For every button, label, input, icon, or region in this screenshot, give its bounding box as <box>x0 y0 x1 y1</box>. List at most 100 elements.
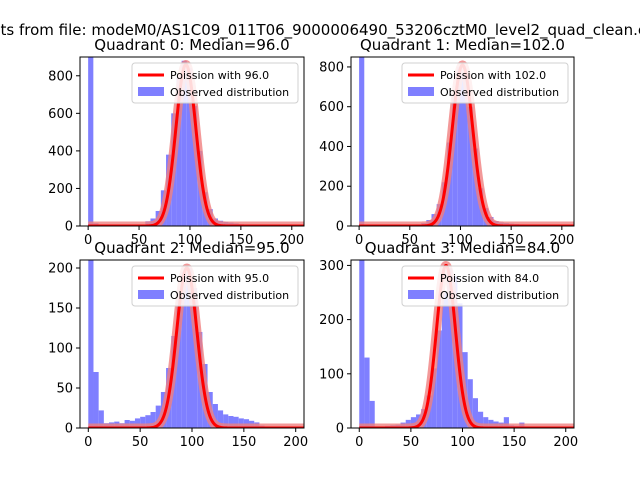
axes-frame <box>350 56 575 227</box>
legend-hist-swatch <box>408 290 434 299</box>
y-tick-label: 800 <box>48 69 73 84</box>
x-tick-label: 50 <box>132 435 149 450</box>
x-tick-label: 150 <box>228 233 253 248</box>
histogram-bar <box>441 292 448 428</box>
legend-hist-swatch <box>138 290 164 299</box>
y-tick-label: 200 <box>319 180 344 195</box>
histogram-bar <box>472 398 478 428</box>
histogram-bar <box>140 416 146 428</box>
legend-hist-swatch <box>138 87 164 96</box>
histogram-bar <box>483 417 489 428</box>
legend-box <box>401 62 569 104</box>
y-tick-label: 400 <box>319 140 344 155</box>
axes-frame <box>79 56 305 227</box>
legend-model-label: Poission with 84.0 <box>440 272 539 285</box>
histogram-bar <box>88 57 94 226</box>
histogram-bar <box>462 74 468 226</box>
histogram-bar <box>359 57 365 226</box>
histogram-bar <box>88 260 94 428</box>
histogram-bar <box>238 418 244 428</box>
legend-hist-label: Observed distribution <box>170 289 289 302</box>
legend: Poission with 84.0 Observed distribution <box>401 265 569 307</box>
x-tick-label: 0 <box>355 435 363 450</box>
model-curve-group <box>354 260 574 428</box>
legend: Poission with 95.0 Observed distribution <box>131 265 299 307</box>
histogram-bar <box>359 260 365 428</box>
histogram-bar <box>452 96 458 226</box>
histogram-bar <box>181 272 187 428</box>
histogram-bar <box>477 411 484 428</box>
x-tick-label: 50 <box>403 435 420 450</box>
model-curve <box>357 263 574 428</box>
histogram-bar <box>228 416 234 428</box>
histogram-bar <box>503 417 509 428</box>
chart-panel-1: 0 50 100 150 200 0 200 400 600 800 Poission with 1… <box>319 36 575 248</box>
histogram-bar <box>176 300 182 428</box>
histogram-bar <box>410 417 417 428</box>
histogram-bar <box>134 418 141 428</box>
legend-hist-swatch <box>408 87 434 96</box>
histogram-bar <box>155 405 161 428</box>
histogram-bar <box>364 357 370 428</box>
x-tick-label: 200 <box>549 233 574 248</box>
y-tick-label: 600 <box>48 107 73 122</box>
y-tick-label: 300 <box>319 259 344 274</box>
x-tick-label: 0 <box>355 233 363 248</box>
model-curve <box>86 266 304 428</box>
y-tick-label: 50 <box>56 382 73 397</box>
histogram-bar <box>233 416 239 428</box>
histogram-bar <box>436 330 442 428</box>
y-tick-label: 200 <box>48 262 73 277</box>
histogram-bar <box>447 268 453 428</box>
y-tick-label: 100 <box>48 342 73 357</box>
panel-title: Quadrant 1: Median=102.0 <box>360 36 565 54</box>
panel-title: Quadrant 3: Median=84.0 <box>365 239 560 257</box>
legend-box <box>131 265 299 307</box>
histogram-bar <box>176 77 182 226</box>
histogram-bar <box>93 372 99 428</box>
model-curve-group <box>83 60 304 226</box>
histogram-bar <box>186 68 192 226</box>
legend-model-label: Poission with 95.0 <box>170 272 269 285</box>
histogram-bar <box>150 412 156 428</box>
panel-title: Quadrant 0: Median=96.0 <box>94 36 289 54</box>
histogram-bar <box>186 268 192 428</box>
x-tick-label: 100 <box>448 233 473 248</box>
legend-model-label: Poission with 96.0 <box>170 69 269 82</box>
histogram-bar <box>212 404 218 428</box>
legend-box <box>401 265 569 307</box>
chart-panel-3: 0 50 100 150 200 0 100 200 300 Poission with 84.0… <box>319 239 578 450</box>
y-tick-label: 600 <box>319 100 344 115</box>
model-curve <box>86 63 304 226</box>
histogram-bar <box>98 410 104 428</box>
legend-hist-label: Observed distribution <box>440 86 559 99</box>
y-tick-label: 150 <box>48 302 73 317</box>
legend-box <box>131 62 299 104</box>
x-tick-label: 200 <box>279 233 304 248</box>
histogram-bar <box>457 66 463 226</box>
y-tick-label: 200 <box>319 313 344 328</box>
legend-model-label: Poission with 102.0 <box>440 69 546 82</box>
x-tick-label: 200 <box>283 435 308 450</box>
x-tick-label: 150 <box>231 435 256 450</box>
histogram-bar <box>369 400 375 428</box>
x-tick-label: 100 <box>178 233 203 248</box>
figure-title: Plots from file: modeM0/AS1C09_011T06_90… <box>0 21 640 40</box>
y-tick-label: 0 <box>336 220 344 235</box>
x-tick-label: 150 <box>502 435 527 450</box>
legend-hist-label: Observed distribution <box>440 289 559 302</box>
histogram-bar <box>192 288 198 428</box>
y-tick-label: 200 <box>48 182 73 197</box>
x-tick-label: 50 <box>131 233 148 248</box>
y-tick-label: 0 <box>65 220 73 235</box>
x-tick-label: 200 <box>553 435 578 450</box>
histogram-bar <box>223 414 229 428</box>
chart-panel-2: 0 50 100 150 200 0 50 100 150 200 Poission with 95… <box>48 239 308 450</box>
legend-hist-label: Observed distribution <box>170 86 289 99</box>
model-curve-group <box>83 263 304 428</box>
x-tick-label: 0 <box>84 233 92 248</box>
x-tick-label: 0 <box>84 435 92 450</box>
x-tick-label: 150 <box>499 233 524 248</box>
legend: Poission with 96.0 Observed distribution <box>131 62 299 104</box>
